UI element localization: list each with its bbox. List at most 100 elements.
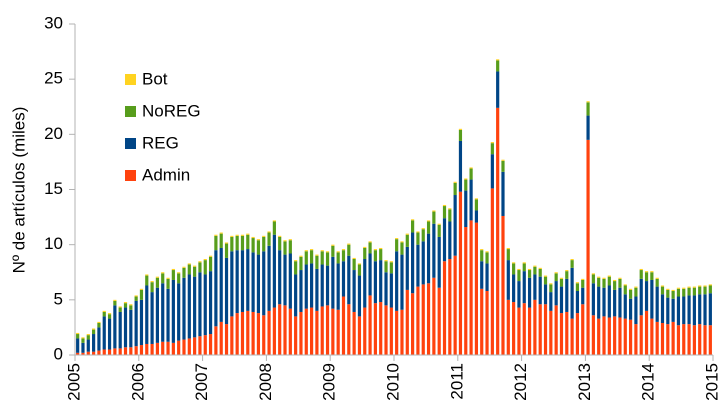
bar-segment: [581, 304, 585, 355]
bar-segment: [357, 264, 362, 276]
bar-segment: [411, 293, 415, 355]
bar-segment: [123, 307, 128, 348]
bar-segment: [373, 303, 377, 355]
bar-segment: [256, 240, 261, 255]
bar-segment: [294, 274, 298, 317]
bar-segment: [480, 261, 484, 289]
bar-segment: [485, 251, 489, 253]
legend-label: Admin: [142, 165, 190, 184]
bar-segment: [671, 298, 675, 322]
bar-segment: [448, 208, 452, 210]
bar-segment: [283, 240, 287, 242]
bar-segment: [304, 264, 308, 309]
bar-segment: [421, 228, 425, 230]
bar-segment: [543, 304, 548, 355]
legend-label: NoREG: [142, 101, 201, 120]
x-tick-label: 2014: [639, 363, 658, 401]
bar-segment: [145, 274, 149, 276]
bar-segment: [187, 264, 191, 275]
bar-segment: [331, 245, 335, 257]
bar-segment: [639, 278, 643, 316]
bar-segment: [278, 304, 282, 355]
bar-segment: [666, 324, 670, 355]
bar-segment: [171, 270, 175, 280]
bar-segment: [352, 257, 356, 260]
bar-segment: [139, 299, 144, 346]
bar-segment: [272, 221, 276, 235]
bar-segment: [501, 215, 505, 355]
bar-segment: [426, 221, 431, 234]
bar-segment: [325, 251, 330, 253]
bar-segment: [527, 277, 532, 308]
bar-segment: [315, 254, 319, 256]
bar-segment: [92, 329, 96, 335]
bar-segment: [442, 261, 447, 355]
bar-segment: [187, 274, 191, 339]
bar-segment: [171, 279, 175, 343]
bar-segment: [655, 286, 659, 322]
bar-segment: [644, 310, 649, 355]
bar-segment: [230, 236, 234, 252]
bar-segment: [602, 278, 606, 288]
bar-segment: [666, 297, 670, 325]
bar-segment: [533, 274, 537, 300]
bar-segment: [708, 293, 712, 326]
bar-segment: [230, 316, 234, 355]
bar-segment: [315, 310, 319, 355]
bar-segment: [256, 254, 261, 314]
bar-segment: [416, 232, 420, 245]
bar-segment: [251, 311, 255, 355]
bar-segment: [618, 317, 622, 355]
bar-segment: [347, 255, 351, 305]
bar-segment: [559, 313, 564, 355]
bar-segment: [368, 241, 372, 243]
bar-segment: [198, 261, 202, 263]
bar-segment: [522, 271, 526, 304]
bar-segment: [687, 286, 691, 288]
bar-segment: [698, 324, 702, 355]
bar-segment: [341, 250, 346, 262]
bar-segment: [591, 273, 595, 275]
bar-segment: [639, 270, 643, 279]
bar-segment: [336, 251, 340, 253]
bar-segment: [166, 277, 170, 279]
bar-segment: [623, 294, 627, 319]
bar-segment: [320, 306, 324, 355]
bar-segment: [703, 285, 707, 287]
bar-segment: [437, 223, 441, 225]
bar-segment: [240, 311, 245, 355]
bar-segment: [214, 234, 218, 236]
bar-segment: [426, 283, 431, 355]
bar-segment: [118, 311, 122, 349]
bar-segment: [150, 282, 154, 293]
bar-segment: [533, 265, 537, 267]
bar-segment: [352, 259, 356, 271]
bar-segment: [671, 291, 675, 299]
bar-segment: [288, 240, 292, 254]
bar-segment: [256, 313, 261, 355]
bar-segment: [416, 244, 420, 287]
bar-segment: [283, 241, 287, 255]
bar-segment: [150, 292, 154, 344]
bar-segment: [118, 307, 122, 312]
bar-segment: [325, 252, 330, 266]
bar-segment: [703, 294, 707, 326]
bar-segment: [591, 283, 595, 316]
bar-segment: [198, 262, 202, 273]
bar-segment: [565, 278, 569, 312]
bar-segment: [384, 305, 388, 355]
bar-segment: [464, 227, 468, 355]
bar-segment: [177, 273, 181, 284]
x-tick-label: 2007: [192, 363, 211, 401]
bar-segment: [421, 229, 425, 242]
bar-segment: [161, 273, 165, 284]
bar-segment: [251, 236, 255, 239]
bar-segment: [543, 275, 548, 277]
bar-segment: [692, 325, 696, 355]
bar-segment: [644, 272, 649, 282]
y-tick-label: 15: [44, 179, 63, 198]
bar-segment: [490, 154, 494, 189]
bar-segment: [453, 255, 457, 355]
bar-segment: [395, 238, 399, 240]
bar-segment: [411, 219, 415, 221]
